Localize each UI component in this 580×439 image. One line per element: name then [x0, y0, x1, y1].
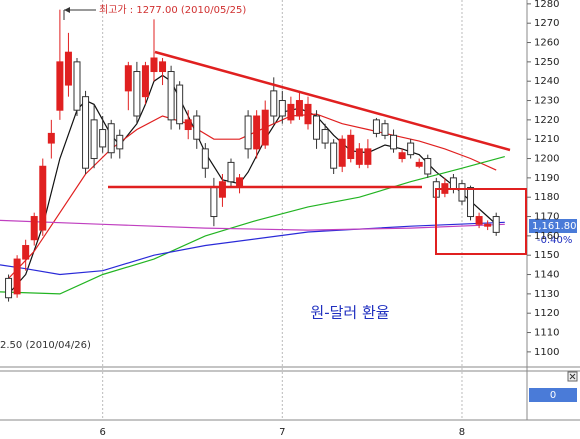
candle-body: [90, 119, 98, 160]
candle-body: [484, 223, 492, 227]
candle-body: [193, 115, 201, 140]
candle-body: [124, 65, 132, 92]
y-tick-label: 1110: [534, 328, 559, 339]
x-tick-label: 6: [99, 427, 105, 438]
y-tick-label: 1200: [534, 154, 559, 165]
y-tick-label: 1130: [534, 289, 559, 300]
candle-body: [304, 103, 312, 125]
candle-body: [270, 90, 278, 117]
candle-body: [201, 148, 209, 169]
candle-body: [227, 161, 235, 183]
candle-body: [287, 103, 295, 121]
candle-body: [141, 65, 149, 98]
y-tick-label: 1280: [534, 0, 559, 10]
y-tick-label: 1220: [534, 115, 559, 126]
lower-value: 0: [550, 390, 556, 401]
close-icon: [569, 373, 576, 380]
candle-body: [176, 84, 184, 125]
candle-body: [107, 123, 115, 154]
high-annotation: 최고가 : 1277.00 (2010/05/25): [99, 4, 246, 16]
candle-body: [278, 100, 286, 117]
x-tick-label: 7: [279, 427, 285, 438]
ma-line: [0, 219, 505, 231]
candle-body: [398, 152, 406, 160]
candle-body: [64, 51, 72, 86]
y-tick-label: 1240: [534, 76, 559, 87]
y-tick-label: 1160: [534, 231, 559, 242]
candle-body: [30, 216, 38, 241]
x-tick-label: 8: [459, 427, 465, 438]
candle-body: [449, 177, 457, 190]
y-tick-label: 1150: [534, 250, 559, 261]
candle-body: [407, 142, 415, 156]
y-tick-label: 1120: [534, 308, 559, 319]
y-tick-label: 1180: [534, 192, 559, 203]
ma-line: [0, 221, 505, 276]
candle-body: [133, 71, 141, 117]
trend-line: [154, 50, 511, 152]
candle-body: [167, 71, 175, 121]
low-annotation: 2.50 (2010/04/26): [0, 340, 91, 351]
candle-body: [492, 216, 500, 233]
change-label: -0.40%: [537, 235, 572, 246]
candle-body: [313, 115, 321, 140]
candle-body: [82, 96, 90, 169]
candles: [5, 9, 500, 302]
candle-body: [116, 134, 124, 150]
candle-body: [458, 183, 466, 202]
candle-body: [150, 57, 158, 73]
candle-body: [210, 187, 218, 218]
candle-body: [184, 119, 192, 131]
candle-body: [381, 123, 389, 136]
candle-body: [424, 158, 432, 175]
candle-body: [295, 100, 303, 117]
candle-body: [56, 61, 64, 111]
candle-body: [99, 129, 107, 148]
y-tick-label: 1140: [534, 270, 559, 281]
y-tick-label: 1190: [534, 173, 559, 184]
candle-body: [467, 187, 475, 218]
y-tick-label: 1100: [534, 347, 559, 358]
candle-body: [338, 138, 346, 167]
ma-line: [8, 113, 497, 279]
y-tick-label: 1270: [534, 18, 559, 29]
candle-body: [475, 216, 483, 225]
candle-body: [253, 115, 261, 150]
candle-body: [39, 165, 47, 231]
candle-body: [244, 115, 252, 150]
candle-body: [13, 258, 21, 295]
last-value: 1,161.80: [532, 221, 577, 232]
candle-body: [159, 61, 167, 73]
candle-body: [347, 134, 355, 160]
y-tick-label: 1250: [534, 57, 559, 68]
candle-body: [415, 161, 423, 167]
highlight-box: [435, 188, 527, 255]
candle-body: [73, 61, 81, 111]
candle-body: [47, 132, 55, 144]
candle-body: [5, 277, 13, 299]
chart-title: 원-달러 환율: [310, 304, 389, 322]
candle-body: [390, 134, 398, 150]
candle-body: [355, 148, 363, 165]
last-value-box: [529, 219, 577, 233]
candle-body: [372, 119, 380, 134]
y-tick-label: 1210: [534, 134, 559, 145]
y-tick-label: 1230: [534, 96, 559, 107]
candle-body: [321, 129, 329, 144]
y-tick-label: 1170: [534, 212, 559, 223]
candle-body: [22, 245, 30, 260]
candle-body: [330, 142, 338, 169]
candle-body: [261, 109, 269, 146]
grid: [102, 0, 531, 420]
arrow-head: [64, 7, 70, 13]
candle-body: [364, 148, 372, 165]
y-tick-label: 1260: [534, 38, 559, 49]
candle-body: [218, 181, 226, 198]
lower-value-box: [529, 388, 577, 402]
